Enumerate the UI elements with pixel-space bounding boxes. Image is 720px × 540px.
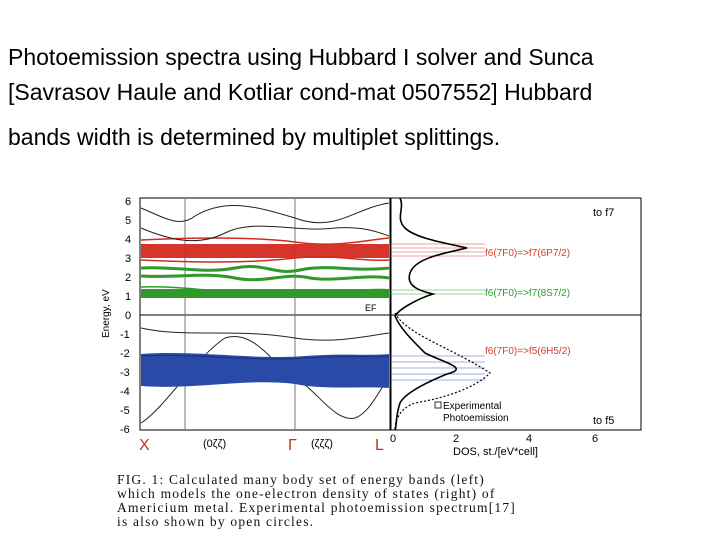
y-tick: -5 — [120, 405, 130, 417]
dos-tick: 6 — [592, 433, 598, 445]
caption-line-2: which models the one-electron density of… — [117, 486, 496, 501]
kpoint-l: L — [375, 437, 384, 454]
dos-panel-frame — [390, 197, 642, 431]
photoemission-legend: Experimental Photoemission — [434, 401, 509, 424]
legend-line-1: Experimental — [443, 401, 501, 412]
fermi-level-label: EF — [365, 303, 377, 313]
kpoint-x: X — [139, 437, 150, 454]
slide-text-line-3: bands width is determined by multiplet s… — [8, 124, 501, 150]
kpoint-gamma: Γ — [288, 437, 297, 454]
legend-line-2: Photoemission — [443, 413, 509, 424]
y-tick: -4 — [120, 386, 130, 398]
dos-level-lines — [391, 243, 485, 381]
y-tick: 2 — [125, 272, 131, 284]
y-axis-label: Energy, eV — [101, 289, 112, 338]
y-tick: 0 — [125, 310, 131, 322]
y-tick: -2 — [120, 348, 130, 360]
caption-line-3: Americium metal. Experimental photoemiss… — [117, 500, 516, 515]
y-tick: -6 — [120, 424, 130, 436]
green-hubbard-band — [140, 265, 390, 298]
dos-tick: 4 — [526, 433, 532, 445]
red-hubbard-band — [140, 237, 390, 263]
y-tick: 1 — [125, 291, 131, 303]
slide-text-line-2: [Savrasov Haule and Kotliar cond-mat 050… — [8, 79, 593, 105]
y-tick: 6 — [125, 196, 131, 208]
kpoint-path-0zz: (0ζζ) — [203, 438, 226, 450]
annotation-to-f5: to f5 — [593, 415, 614, 427]
dos-tick: 0 — [390, 433, 396, 445]
slide-text-line-1: Photoemission spectra using Hubbard I so… — [8, 44, 594, 70]
y-tick: 3 — [125, 253, 131, 265]
caption-line-1: FIG. 1: Calculated many body set of ener… — [117, 472, 485, 487]
kpoint-path-zzz: (ζζζ) — [311, 438, 333, 450]
kpoint-labels: X (0ζζ) Γ (ζζζ) L — [139, 437, 384, 454]
dos-tick: 2 — [453, 433, 459, 445]
y-tick: -3 — [120, 367, 130, 379]
dos-ticks: 0 2 4 6 — [390, 433, 598, 445]
band-structure-figure: 6 5 4 3 2 1 0 -1 -2 -3 -4 -5 -6 Energy, … — [101, 196, 642, 458]
annotation-to-f7: to f7 — [593, 207, 614, 219]
caption-line-4: is also shown by open circles. — [117, 514, 315, 529]
annotation-blue-transition: f6(7F0)=>f5(6H5/2) — [485, 346, 571, 357]
annotation-green-transition: f6(7F0)=>f7(8S7/2) — [485, 288, 570, 299]
y-tick: -1 — [120, 329, 130, 341]
dos-axis-label: DOS, st./[eV*cell] — [453, 446, 538, 458]
y-ticks: 6 5 4 3 2 1 0 -1 -2 -3 -4 -5 -6 — [120, 196, 131, 436]
dos-curve — [394, 197, 468, 431]
y-tick: 4 — [125, 234, 131, 246]
photoemission-curve — [394, 312, 491, 431]
annotation-red-transition: f6(7F0)=>f7(6P7/2) — [485, 248, 570, 259]
band-panel-frame — [139, 197, 391, 431]
y-tick: 5 — [125, 215, 131, 227]
blue-hubbard-band — [140, 353, 390, 388]
